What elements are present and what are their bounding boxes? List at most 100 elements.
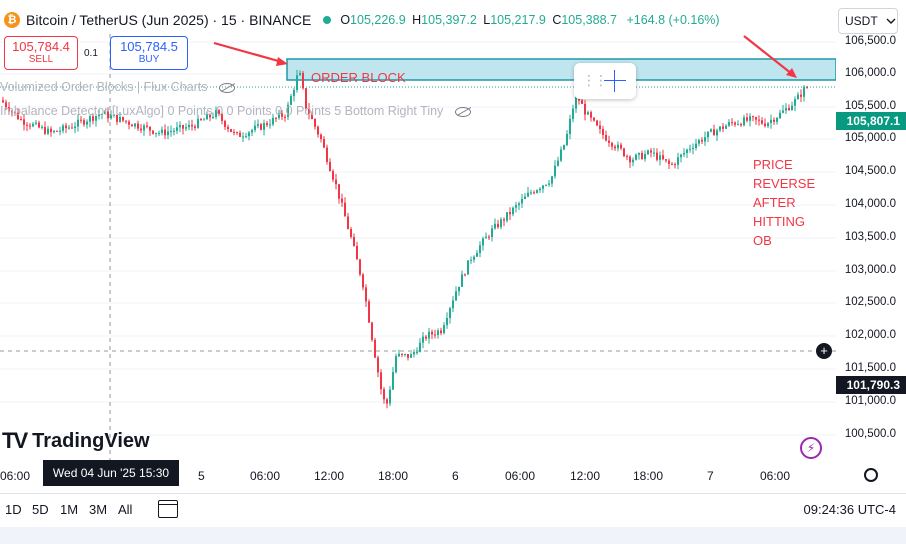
buy-button[interactable]: 105,784.5 BUY	[110, 36, 188, 70]
candle-up	[158, 132, 160, 134]
candle-up	[242, 136, 244, 138]
range-1m-button[interactable]: 1M	[60, 502, 79, 517]
candle-up	[485, 236, 487, 239]
candle-up	[494, 223, 496, 229]
candle-down	[671, 163, 673, 165]
candle-up	[167, 131, 169, 136]
candle-up	[53, 130, 55, 133]
candle-down	[23, 119, 25, 125]
candle-down	[356, 245, 358, 260]
candle-up	[527, 192, 529, 197]
drawing-toolbar-widget[interactable]: ⋮⋮	[574, 63, 636, 99]
candle-down	[92, 116, 94, 121]
time-label: 12:00	[314, 469, 345, 483]
bottom-toolbar: 1D 5D 1M 3M All 09:24:36 UTC-4	[0, 493, 906, 526]
candle-down	[266, 123, 268, 126]
candle-down	[674, 164, 676, 166]
candle-up	[782, 110, 784, 113]
candle-down	[596, 120, 598, 126]
candle-down	[365, 287, 367, 302]
time-label: 06:00	[760, 469, 791, 483]
candle-up	[767, 123, 769, 127]
candle-down	[533, 192, 535, 194]
candle-up	[74, 126, 76, 129]
time-label: 12:00	[570, 469, 601, 483]
settings-gear-icon[interactable]	[864, 468, 878, 482]
time-label: 18:00	[378, 469, 409, 483]
candle-up	[437, 330, 439, 336]
symbol-title[interactable]: Bitcoin / TetherUS (Jun 2025) · 15 · BIN…	[26, 12, 312, 28]
low-value: 105,217.9	[490, 13, 546, 27]
candle-down	[2, 100, 4, 103]
candle-down	[368, 301, 370, 323]
candle-up	[110, 115, 112, 119]
order-block-label: ORDER BLOCK	[311, 70, 406, 85]
candle-up	[119, 116, 121, 122]
candle-up	[254, 125, 256, 131]
crosshair-date-tag: Wed 04 Jun '25 15:30	[43, 460, 179, 486]
candle-up	[263, 123, 265, 130]
eye-off-icon[interactable]	[454, 106, 471, 117]
candle-up	[47, 128, 49, 134]
sell-button[interactable]: 105,784.4 SELL	[4, 36, 78, 70]
candle-up	[41, 126, 43, 128]
tradingview-wordmark: TradingView	[32, 429, 150, 452]
price-tick: 101,000.0	[844, 395, 896, 407]
candle-up	[395, 356, 397, 373]
price-tick: 102,000.0	[844, 329, 896, 341]
candle-down	[665, 159, 667, 161]
candle-down	[308, 108, 310, 115]
candle-up	[479, 245, 481, 254]
candle-down	[662, 155, 664, 160]
candle-down	[509, 212, 511, 215]
candle-down	[236, 132, 238, 134]
candle-down	[584, 103, 586, 115]
candle-up	[482, 238, 484, 246]
drag-handle-icon[interactable]: ⋮⋮	[582, 72, 608, 88]
currency-select[interactable]: USDT	[838, 8, 898, 34]
currency-value: USDT	[845, 14, 878, 28]
candle-up	[248, 132, 250, 137]
candle-up	[290, 96, 292, 105]
candle-down	[641, 152, 643, 160]
clock-readout[interactable]: 09:24:36 UTC-4	[803, 502, 897, 517]
chart-grid	[0, 41, 836, 436]
candle-up	[569, 118, 571, 134]
candle-down	[350, 229, 352, 237]
close-value: 105,388.7	[561, 13, 617, 27]
eye-off-icon[interactable]	[218, 82, 235, 93]
candle-down	[755, 117, 757, 120]
candle-up	[170, 131, 172, 133]
range-5d-button[interactable]: 5D	[32, 502, 49, 517]
range-all-button[interactable]: All	[118, 502, 133, 517]
price-tick: 100,500.0	[844, 428, 896, 440]
range-1d-button[interactable]: 1D	[5, 502, 22, 517]
calendar-icon[interactable]	[158, 500, 178, 518]
crosshair-icon[interactable]	[604, 70, 626, 92]
indicator-imbalance-detector[interactable]: Imbalance Detector [LuxAlgo] 0 Points 0 …	[0, 104, 471, 118]
candle-down	[329, 161, 331, 172]
candle-up	[647, 150, 649, 155]
candle-down	[209, 114, 211, 118]
order-block-zone	[286, 58, 836, 81]
candle-up	[416, 352, 418, 354]
lightning-icon[interactable]: ⚡	[800, 437, 822, 459]
candle-up	[419, 342, 421, 353]
price-tick: 104,500.0	[844, 165, 896, 177]
candle-up	[215, 110, 217, 118]
indicator-volumized-order-blocks[interactable]: Volumized Order Blocks | Flux Charts	[0, 80, 235, 94]
candle-up	[59, 130, 61, 132]
range-3m-button[interactable]: 3M	[89, 502, 108, 517]
tradingview-logo[interactable]: TV TradingView	[2, 428, 150, 454]
candle-down	[152, 130, 154, 134]
price-axis[interactable]: 106,500.0 106,000.0 105,500.0 105,000.0 …	[836, 34, 906, 460]
price-chart[interactable]	[0, 34, 836, 460]
candle-down	[590, 112, 592, 118]
add-alert-plus-icon[interactable]: +	[816, 343, 832, 359]
candle-down	[320, 134, 322, 140]
candle-down	[800, 94, 802, 97]
candle-up	[404, 354, 406, 356]
candle-up	[113, 115, 115, 117]
candle-down	[107, 111, 109, 119]
change-value: +164.8 (+0.16%)	[626, 13, 720, 27]
